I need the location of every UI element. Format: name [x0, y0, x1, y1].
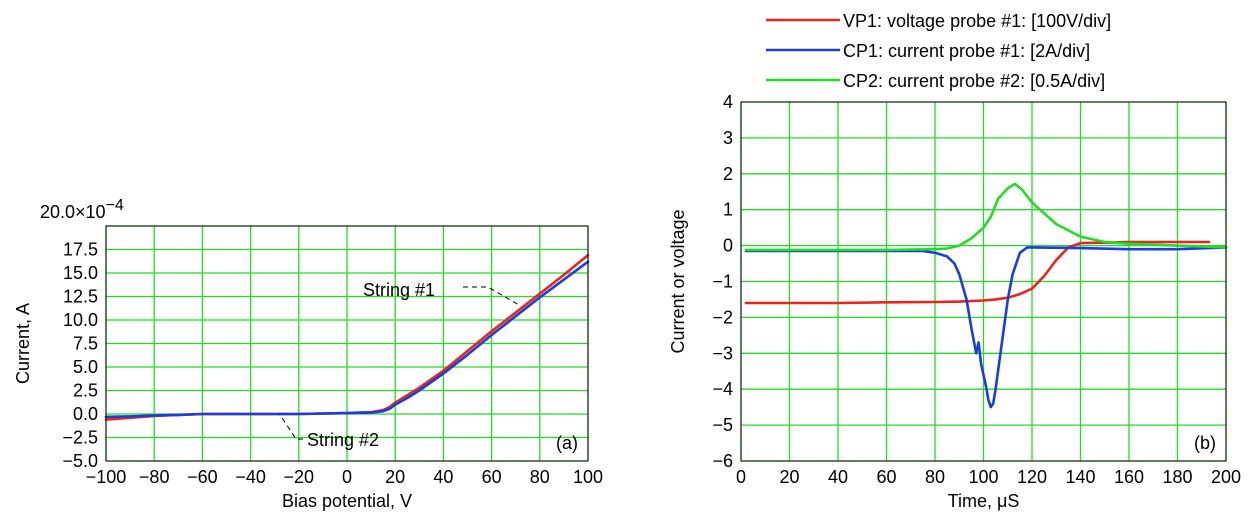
- b-y-tick-label: 2: [723, 164, 733, 184]
- a-y-tick-label: 5.0: [73, 357, 98, 377]
- a-x-tick-label: 60: [482, 467, 502, 487]
- b-x-tick-label: 100: [968, 467, 998, 487]
- panel-a-y-exponent-base: 20.0×10: [40, 202, 106, 222]
- a-y-tick-label: 7.5: [73, 334, 98, 354]
- a-y-tick-label: 10.0: [63, 310, 98, 330]
- b-y-tick-label: −2: [712, 307, 733, 327]
- panel-a-plot-frame: [105, 225, 589, 462]
- b-y-tick-label: −6: [712, 451, 733, 471]
- chart-panel-a: −100 −80 −60 −40 −20 0 20 40 60 80 100 −5.0 −2.5 0.0…: [13, 197, 603, 511]
- b-x-tick-label: 160: [1114, 467, 1144, 487]
- panel-b-label: (b): [1194, 433, 1216, 453]
- panel-a-series: [104, 253, 590, 421]
- b-x-tick-label: 200: [1211, 467, 1241, 487]
- b-x-tick-label: 0: [736, 467, 746, 487]
- panel-b-y-axis-title: Current or voltage: [668, 209, 688, 353]
- b-series-0-line: [744, 240, 1211, 305]
- a-x-tick-label: 0: [342, 467, 352, 487]
- panel-b-x-tick-labels: 0 20 40 60 80 100 120 140 160 180 200: [736, 467, 1241, 487]
- panel-a-gridlines: [105, 225, 589, 462]
- panel-a-y-axis-title: Current, A: [13, 303, 33, 384]
- a-x-tick-label: −60: [187, 467, 218, 487]
- a-y-tick-label: 2.5: [73, 381, 98, 401]
- chart-panel-b: 0 20 40 60 80 100 120 140 160 180 200 −6−5−4−3−2−1…: [668, 11, 1241, 511]
- b-y-tick-label: −3: [712, 343, 733, 363]
- b-x-tick-label: 120: [1017, 467, 1047, 487]
- a-y-tick-label: 0.0: [73, 404, 98, 424]
- a-y-tick-label: 12.5: [63, 287, 98, 307]
- panel-b-gridlines: [740, 101, 1227, 462]
- a-x-tick-label: 20: [385, 467, 405, 487]
- panel-b-x-axis-title: Time, μS: [948, 491, 1020, 511]
- b-y-tick-label: 0: [723, 236, 733, 256]
- b-x-tick-label: 180: [1162, 467, 1192, 487]
- a-y-tick-label: −5.0: [62, 451, 98, 471]
- b-x-tick-label: 60: [876, 467, 896, 487]
- a-x-tick-label: 100: [573, 467, 603, 487]
- annotation-string-1: String #1: [363, 280, 435, 300]
- b-series-2-line: [744, 182, 1228, 252]
- annotation-string-2-leader: [279, 413, 303, 440]
- a-series-1-line: [104, 260, 590, 419]
- b-x-tick-label: 140: [1065, 467, 1095, 487]
- panel-a-y-tick-labels: −5.0 −2.5 0.0 2.5 5.0 7.5 10.0 12.5 15.0 17.5: [62, 240, 98, 472]
- b-series-1-line: [744, 246, 1228, 409]
- a-x-tick-label: −40: [235, 467, 266, 487]
- panel-a-y-exponent: 20.0×10−4: [40, 197, 124, 222]
- b-y-tick-label: −4: [712, 379, 733, 399]
- b-y-tick-label: −1: [712, 272, 733, 292]
- panel-a-label: (a): [556, 433, 578, 453]
- b-y-tick-label: −5: [712, 415, 733, 435]
- a-y-tick-label: 17.5: [63, 240, 98, 260]
- panel-a-x-tick-labels: −100 −80 −60 −40 −20 0 20 40 60 80 100: [86, 467, 603, 487]
- b-y-tick-label: 4: [723, 92, 733, 112]
- b-x-tick-label: 40: [828, 467, 848, 487]
- a-x-tick-label: −80: [139, 467, 170, 487]
- legend-label-1: CP1: current probe #1: [2A/div]: [843, 41, 1090, 61]
- a-y-tick-label: −2.5: [62, 428, 98, 448]
- panel-a-annotations: String #1 String #2: [279, 280, 521, 450]
- panel-b-legend: VP1: voltage probe #1: [100V/div] CP1: cu…: [766, 11, 1111, 91]
- b-x-tick-label: 20: [779, 467, 799, 487]
- a-x-tick-label: −100: [86, 467, 127, 487]
- a-y-tick-label: 15.0: [63, 263, 98, 283]
- b-y-tick-label: 3: [723, 128, 733, 148]
- b-x-tick-label: 80: [925, 467, 945, 487]
- a-x-tick-label: 40: [433, 467, 453, 487]
- a-x-tick-label: −20: [284, 467, 315, 487]
- panel-b-y-tick-labels: −6 −5 −4 −3 −2 −1 0 1 2 3 4: [712, 92, 733, 471]
- legend-label-0: VP1: voltage probe #1: [100V/div]: [843, 11, 1111, 31]
- legend-label-2: CP2: current probe #2: [0.5A/div]: [843, 71, 1105, 91]
- panel-b-plot-frame: [740, 101, 1227, 462]
- panel-b-series: [744, 182, 1228, 409]
- annotation-string-2: String #2: [307, 430, 379, 450]
- panel-a-x-axis-title: Bias potential, V: [282, 491, 412, 511]
- b-y-tick-label: 1: [723, 200, 733, 220]
- a-x-tick-label: 80: [530, 467, 550, 487]
- panel-a-y-exponent-power: −4: [106, 197, 124, 214]
